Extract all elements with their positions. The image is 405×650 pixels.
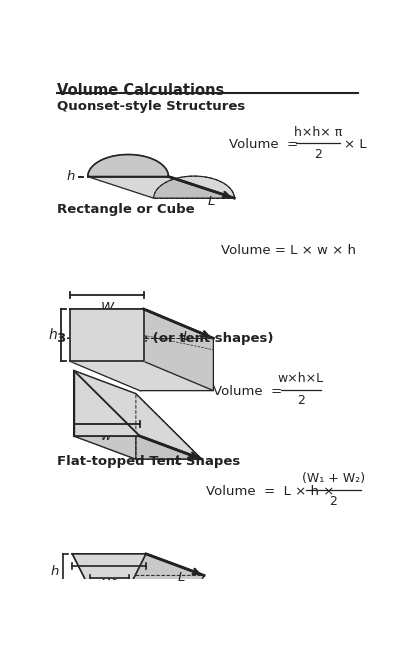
Text: h: h <box>66 170 75 183</box>
Polygon shape <box>72 554 204 575</box>
Text: Quonset-style Structures: Quonset-style Structures <box>57 99 245 112</box>
Text: W₂: W₂ <box>100 570 118 583</box>
Text: × L: × L <box>344 138 367 151</box>
Text: Rectangle or Cube: Rectangle or Cube <box>57 203 194 216</box>
Text: Volume  =: Volume = <box>229 138 298 151</box>
Polygon shape <box>74 370 140 436</box>
Text: Volume = L × w × h: Volume = L × w × h <box>221 244 356 257</box>
Polygon shape <box>74 370 202 459</box>
Text: W: W <box>100 302 113 315</box>
Polygon shape <box>90 588 187 610</box>
Polygon shape <box>88 155 234 198</box>
Text: 2: 2 <box>297 395 305 408</box>
Text: w×h×L: w×h×L <box>278 372 324 385</box>
Polygon shape <box>70 309 213 338</box>
Polygon shape <box>144 309 213 391</box>
Text: Volume Calculations: Volume Calculations <box>57 83 224 98</box>
Text: 2: 2 <box>314 148 322 161</box>
Polygon shape <box>70 361 213 391</box>
Text: Volume  =: Volume = <box>213 385 283 398</box>
Text: h: h <box>51 565 59 578</box>
Polygon shape <box>128 554 204 610</box>
Text: Flat-topped Tent Shapes: Flat-topped Tent Shapes <box>57 455 240 468</box>
Polygon shape <box>88 155 168 177</box>
Polygon shape <box>72 554 148 610</box>
Polygon shape <box>74 370 136 459</box>
Text: w: w <box>101 430 112 443</box>
Text: L: L <box>182 330 190 343</box>
Text: 2: 2 <box>330 495 337 508</box>
Text: h: h <box>77 396 85 410</box>
Text: Volume  =  L × h ×: Volume = L × h × <box>206 485 334 498</box>
Polygon shape <box>88 177 234 198</box>
Polygon shape <box>72 554 146 588</box>
Text: h: h <box>48 328 57 342</box>
Text: L: L <box>207 195 215 208</box>
Text: 3-D Triangle (or tent shapes): 3-D Triangle (or tent shapes) <box>57 332 273 345</box>
Text: h×h× π: h×h× π <box>294 126 342 139</box>
Polygon shape <box>70 309 144 361</box>
Polygon shape <box>74 436 202 459</box>
Text: L: L <box>178 571 185 584</box>
Text: W₁: W₁ <box>100 561 118 574</box>
Text: (W₁ + W₂): (W₁ + W₂) <box>302 473 365 486</box>
Text: L: L <box>175 454 182 467</box>
